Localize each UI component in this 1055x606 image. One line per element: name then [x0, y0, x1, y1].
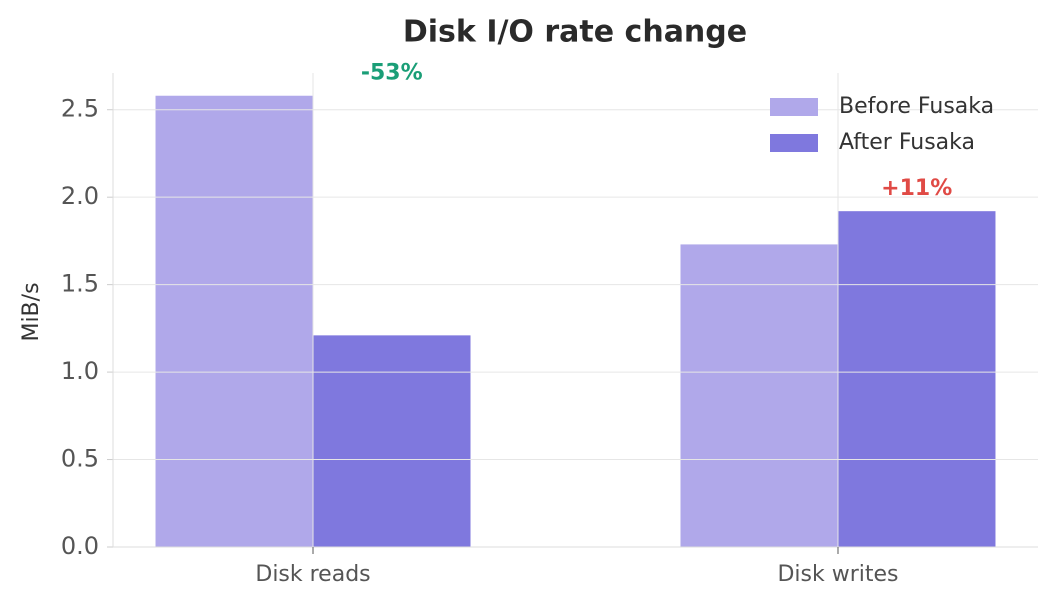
bar	[837, 211, 996, 547]
legend-label: Before Fusaka	[839, 94, 994, 119]
legend-swatch	[770, 98, 818, 116]
y-tick-label: 1.5	[61, 270, 99, 298]
y-tick-label: 1.0	[61, 357, 99, 385]
bar	[680, 244, 838, 547]
bar	[155, 95, 314, 547]
x-tick-label: Disk writes	[777, 562, 898, 587]
legend-swatch	[770, 134, 818, 152]
chart-title: Disk I/O rate change	[403, 15, 747, 50]
y-axis-label: MiB/s	[19, 282, 44, 341]
legend-label: After Fusaka	[839, 130, 975, 155]
x-tick-label: Disk reads	[255, 562, 370, 587]
annotation: -53%	[361, 61, 423, 86]
y-tick-label: 2.0	[61, 182, 99, 210]
y-tick-label: 0.5	[61, 445, 99, 473]
y-tick-label: 2.5	[61, 95, 99, 123]
bar	[313, 335, 471, 547]
y-tick-label: 0.0	[61, 532, 99, 560]
annotation: +11%	[881, 176, 952, 201]
